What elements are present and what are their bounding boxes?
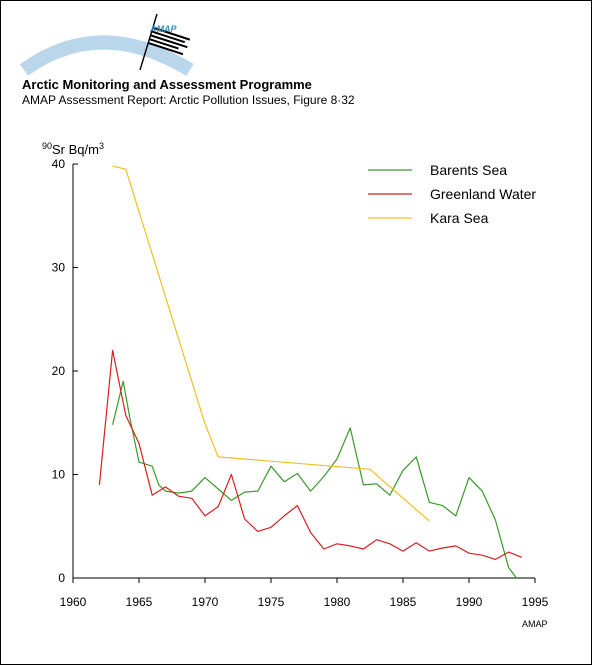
series-line-greenland-water (98, 349, 523, 561)
amap-logo (19, 13, 194, 76)
corner-credit: AMAP (522, 619, 548, 629)
logo-arc-shape (19, 35, 194, 76)
x-tick-label: 1975 (258, 595, 285, 609)
y-tick-label: 20 (52, 364, 66, 378)
x-tick-label: 1985 (390, 595, 417, 609)
y-axis-label: 90Sr Bq/m3 (42, 141, 104, 157)
x-tick-label: 1995 (522, 595, 549, 609)
logo-slash-shape (139, 13, 158, 71)
x-tick-label: 1965 (126, 595, 153, 609)
y-tick-label: 30 (52, 261, 66, 275)
org-title: Arctic Monitoring and Assessment Program… (22, 77, 312, 92)
logo-text: AMAP (150, 24, 177, 34)
logo-fine-print-shape (148, 26, 191, 56)
y-tick-label: 0 (58, 571, 65, 585)
x-tick-label: 1990 (456, 595, 483, 609)
x-tick-label: 1980 (324, 595, 351, 609)
legend-label-greenland-water: Greenland Water (430, 186, 536, 202)
line-chart: 0 10 20 30 40 1960 1965 1970 1975 1980 1985 1990 199… (42, 141, 549, 609)
series-line-barents-sea (112, 380, 517, 579)
legend-label-barents-sea: Barents Sea (430, 162, 507, 178)
y-tick-label: 10 (52, 468, 66, 482)
x-tick-label: 1970 (192, 595, 219, 609)
x-tick-label: 1960 (60, 595, 87, 609)
series-line-kara-sea (112, 165, 430, 522)
report-subtitle: AMAP Assessment Report: Arctic Pollution… (22, 93, 355, 107)
y-tick-label: 40 (52, 157, 66, 171)
legend-label-kara-sea: Kara Sea (430, 210, 489, 226)
